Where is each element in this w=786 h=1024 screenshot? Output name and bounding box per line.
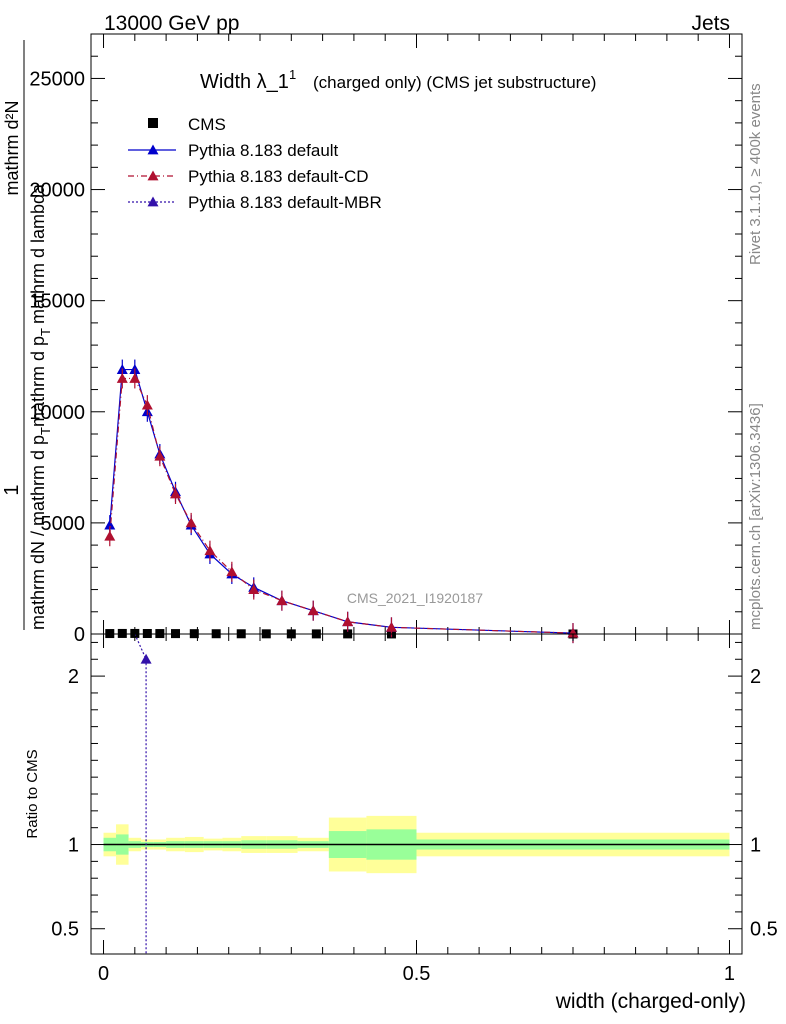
- mcplots-label: mcplots.cern.ch [arXiv:1306.3436]: [747, 403, 764, 630]
- series-point: [129, 372, 141, 383]
- main-y-tick-label: 15000: [29, 291, 85, 313]
- ratio-series-layer: [134, 633, 152, 954]
- series-point: [116, 372, 128, 383]
- legend: CMS Pythia 8.183 default Pythia 8.183 defa…: [128, 115, 382, 212]
- ylabel-top: mathrm d²N: [2, 100, 22, 195]
- cms-data-point: [117, 628, 127, 638]
- series-point: [154, 450, 166, 461]
- legend-label: Pythia 8.183 default-CD: [188, 167, 369, 186]
- ylabel-denominator: mathrm dN / mathrm d pTmathrm d pTmathrm…: [28, 183, 53, 630]
- ratio-y-axis: 0.5 0.5 1 1 2 2: [51, 641, 778, 941]
- series-point: [104, 530, 116, 541]
- plot-title-sup: 1: [289, 67, 296, 82]
- series-point: [385, 621, 397, 632]
- header-right: Jets: [691, 12, 730, 35]
- cms-data-point: [130, 628, 140, 638]
- main-series-layer: [104, 359, 579, 644]
- legend-marker-triangle: [147, 170, 159, 181]
- main-y-tick-label: 20000: [29, 180, 85, 202]
- ratio-uncertainty-bands: [103, 815, 730, 874]
- main-y-tick-label: 25000: [29, 68, 85, 90]
- main-y-label: 1 mathrm d²N mathrm dN / mathrm d pTmath…: [1, 40, 53, 630]
- ylabel-numerator: 1: [1, 484, 23, 495]
- header-left: 13000 GeV pp: [104, 12, 239, 35]
- series-point: [170, 488, 182, 499]
- legend-label: CMS: [188, 115, 226, 134]
- series-point: [204, 545, 216, 556]
- series-point: [141, 399, 153, 410]
- legend-label: Pythia 8.183 default-MBR: [188, 193, 382, 212]
- main-y-tick-label: 10000: [29, 402, 85, 424]
- x-axis-label: width (charged-only): [555, 990, 746, 1013]
- series-point: [307, 605, 319, 616]
- ratio-x-tick-label: 0.5: [403, 963, 431, 985]
- analysis-watermark: CMS_2021_I1920187: [347, 590, 483, 606]
- plot-title: Width λ_11: [200, 67, 296, 93]
- series-point: [248, 584, 260, 594]
- ratio-mbr-line: [134, 633, 147, 660]
- ratio-x-axis: 0 0.5 1: [98, 634, 735, 985]
- ratio-x-tick-label: 0: [98, 963, 109, 985]
- legend-label: Pythia 8.183 default: [188, 141, 339, 160]
- main-y-tick-label: 5000: [41, 513, 86, 535]
- ratio-mbr-point: [140, 653, 152, 664]
- series-point: [567, 627, 579, 638]
- series-point: [226, 566, 238, 577]
- ratio-y-tick-label-right: 0.5: [750, 919, 778, 941]
- ratio-y-tick-label-right: 2: [750, 666, 761, 688]
- ratio-y-tick-label-right: 1: [750, 835, 761, 857]
- main-y-tick-label: 0: [74, 624, 85, 646]
- ratio-y-tick-label: 2: [68, 666, 79, 688]
- series-point: [104, 519, 116, 530]
- series-point: [185, 517, 197, 528]
- main-y-axis: 0 5000 10000 15000 20000 25000: [29, 55, 742, 646]
- ratio-panel: 0.5 0.51 12 2 0 0.5 1 Ratio to CMS width (cha…: [24, 633, 778, 1013]
- rivet-label: Rivet 3.1.10, ≥ 400k events: [747, 83, 764, 265]
- main-x-axis-ticks: [103, 34, 730, 634]
- legend-marker-triangle: [147, 144, 159, 155]
- ratio-y-label: Ratio to CMS: [24, 749, 41, 838]
- ratio-y-tick-label: 1: [68, 835, 79, 857]
- series-point: [342, 616, 354, 627]
- plot-title-main: Width λ_1: [200, 71, 289, 93]
- ratio-x-tick-label: 1: [724, 963, 735, 985]
- legend-marker-square: [148, 118, 158, 128]
- series-point: [276, 595, 288, 606]
- plot-subtitle: (charged only) (CMS jet substructure): [313, 73, 596, 92]
- ratio-y-tick-label: 0.5: [51, 919, 79, 941]
- legend-marker-triangle: [147, 196, 159, 207]
